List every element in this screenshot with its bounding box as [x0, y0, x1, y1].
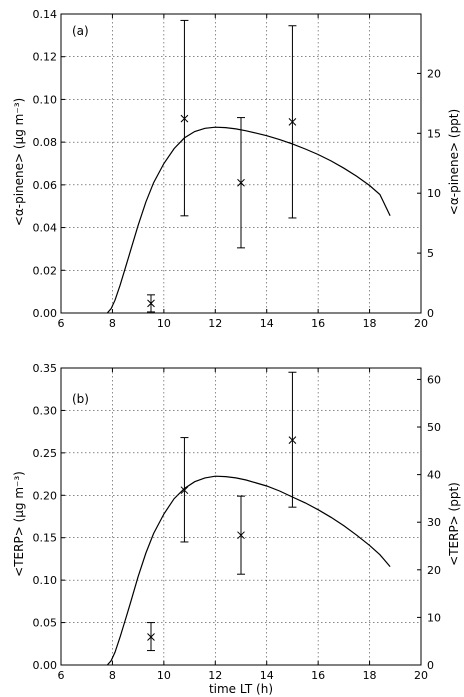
plot-frame-b [60, 367, 422, 666]
data-points-a [147, 19, 297, 313]
x-tick-label-a: 16 [311, 317, 325, 330]
y-right-tick-label-b: 20 [427, 564, 441, 577]
data-point-x-marker-b [288, 436, 297, 444]
panel-b: 6 8 10 12 14 16 18 20 0.00 0.05 0.10 0.15 0.20 0.25 0.… [12, 362, 461, 696]
x-tick-label-a: 14 [260, 317, 274, 330]
x-tick-label-b: 6 [58, 669, 65, 682]
y-right-axis-label-a: <α-pinene> (ppt) [447, 109, 461, 215]
data-points-b [147, 371, 297, 652]
y-tick-label-b: 0.30 [33, 404, 58, 417]
data-point-x-marker-a [147, 299, 155, 308]
plot-frame-a [60, 13, 422, 314]
y-tick-label-b: 0.10 [33, 574, 58, 587]
panel-label-b: (b) [72, 392, 89, 406]
y-right-tick-label-a: 20 [427, 67, 441, 80]
x-tick-label-a: 12 [208, 317, 222, 330]
y-tick-label-b: 0.20 [33, 489, 58, 502]
y-tick-label-a: 0.04 [33, 222, 58, 235]
x-tick-label-b: 14 [260, 669, 274, 682]
y-tick-label-b: 0.00 [33, 659, 58, 672]
data-point-x-marker-a [237, 178, 245, 187]
x-tick-label-b: 18 [363, 669, 377, 682]
x-tick-label-a: 6 [58, 317, 65, 330]
y-right-tick-label-a: 0 [427, 307, 434, 320]
x-tick-label-b: 10 [157, 669, 171, 682]
x-tick-label-b: 16 [311, 669, 325, 682]
y-right-tick-label-a: 5 [427, 247, 434, 260]
y-tick-label-b: 0.35 [33, 362, 58, 375]
x-tick-label-a: 10 [157, 317, 171, 330]
data-point-x-marker-b [147, 633, 155, 641]
y-right-tick-label-b: 50 [427, 421, 441, 434]
y-right-tick-label-b: 10 [427, 611, 441, 624]
y-tick-label-a: 0.00 [33, 307, 58, 320]
data-point-x-marker-a [288, 118, 297, 126]
grid-b [61, 368, 421, 665]
x-tick-label-a: 20 [414, 317, 428, 330]
y-tick-label-b: 0.15 [33, 532, 58, 545]
y-tick-label-b: 0.25 [33, 447, 58, 460]
y-tick-label-a: 0.02 [33, 264, 58, 277]
y-axis-label-a: <α-pinene> (μg m⁻³) [12, 98, 26, 226]
y-tick-label-a: 0.06 [33, 179, 58, 192]
y-tick-label-a: 0.12 [33, 51, 58, 64]
x-tick-label-b: 12 [208, 669, 222, 682]
panel-label-a: (a) [72, 24, 89, 38]
y-right-axis-label-b: <TERP> (ppt) [447, 482, 461, 566]
x-tick-label-a: 8 [109, 317, 116, 330]
y-tick-label-a: 0.14 [33, 8, 58, 21]
model-curve-a [106, 126, 391, 314]
x-tick-label-a: 18 [363, 317, 377, 330]
y-tick-label-b: 0.05 [33, 617, 58, 630]
ticks-b: 6 8 10 12 14 16 18 20 0.00 0.05 0.10 0.15 0.20 0.25 0.… [33, 362, 442, 682]
y-right-tick-label-a: 15 [427, 127, 441, 140]
y-tick-label-a: 0.08 [33, 136, 58, 149]
x-tick-label-b: 20 [414, 669, 428, 682]
model-curve-b [106, 475, 391, 666]
ticks-a: 6 8 10 12 14 16 18 20 0.00 0.02 0.04 0.06 0.08 0.10 0.… [33, 8, 442, 330]
x-axis-label: time LT (h) [209, 682, 273, 696]
y-tick-label-a: 0.10 [33, 93, 58, 106]
y-right-tick-label-a: 10 [427, 187, 441, 200]
y-right-tick-label-b: 0 [427, 659, 434, 672]
data-point-x-marker-b [180, 486, 189, 495]
panel-a: 6 8 10 12 14 16 18 20 0.00 0.02 0.04 0.06 0.08 0.10 0.… [12, 8, 461, 330]
y-axis-label-b: <TERP> (μg m⁻³) [12, 471, 26, 577]
y-right-tick-label-b: 40 [427, 469, 441, 482]
x-tick-label-b: 8 [109, 669, 116, 682]
y-right-tick-label-b: 30 [427, 516, 441, 529]
data-point-x-marker-a [180, 114, 189, 123]
data-point-x-marker-b [237, 531, 245, 540]
y-right-tick-label-b: 60 [427, 373, 441, 386]
